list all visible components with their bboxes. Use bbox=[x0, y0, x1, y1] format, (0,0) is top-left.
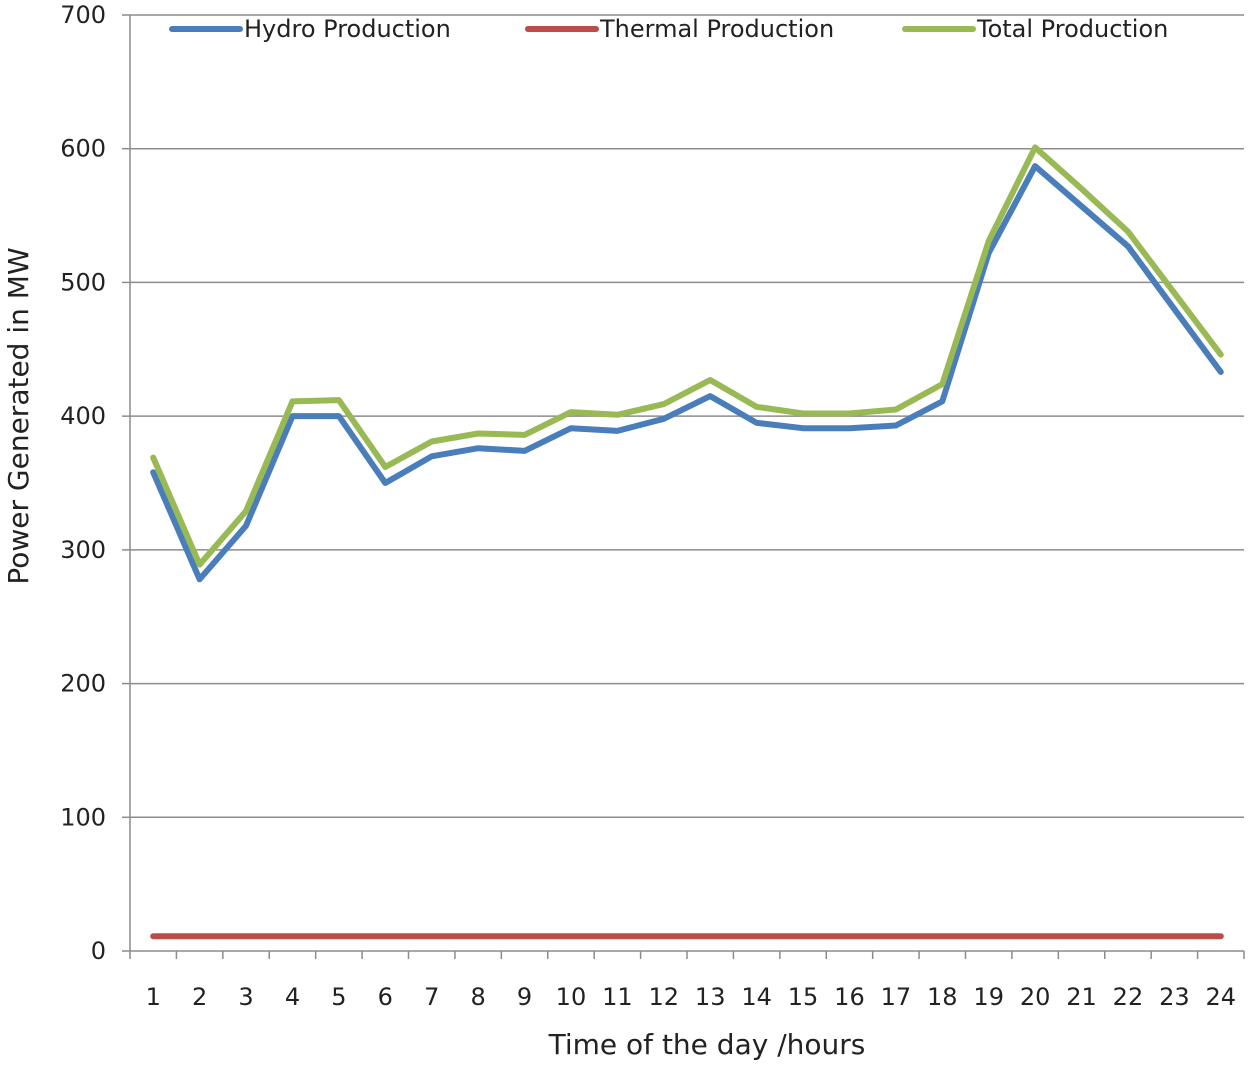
x-tick-label: 9 bbox=[517, 983, 532, 1011]
series-line-total-production bbox=[150, 144, 1224, 568]
x-tick-label: 24 bbox=[1206, 983, 1237, 1011]
x-axis-title: Time of the day /hours bbox=[548, 1028, 866, 1061]
x-tick-label: 5 bbox=[331, 983, 346, 1011]
x-tick-label: 17 bbox=[881, 983, 912, 1011]
x-tick-label: 21 bbox=[1066, 983, 1097, 1011]
x-tick-label: 2 bbox=[192, 983, 207, 1011]
legend-label-total-production: Total Production bbox=[976, 15, 1168, 43]
series-line-hydro-production bbox=[150, 163, 1224, 583]
y-tick-label: 400 bbox=[60, 402, 106, 430]
y-tick-label: 200 bbox=[60, 670, 106, 698]
y-axis-title: Power Generated in MW bbox=[2, 247, 35, 584]
x-tick-label: 14 bbox=[741, 983, 772, 1011]
legend-label-hydro-production: Hydro Production bbox=[244, 15, 451, 43]
x-tick-label: 20 bbox=[1020, 983, 1051, 1011]
y-tick-label: 100 bbox=[60, 803, 106, 831]
x-tick-label: 16 bbox=[834, 983, 865, 1011]
x-tick-label: 10 bbox=[556, 983, 587, 1011]
x-tick-label: 13 bbox=[695, 983, 726, 1011]
x-tick-label: 15 bbox=[788, 983, 819, 1011]
axes bbox=[122, 14, 1245, 959]
x-tick-label: 23 bbox=[1159, 983, 1190, 1011]
x-tick-label: 19 bbox=[973, 983, 1004, 1011]
y-tick-label: 700 bbox=[60, 1, 106, 29]
x-tick-label: 8 bbox=[470, 983, 485, 1011]
legend: Hydro Production Thermal Production Total … bbox=[169, 15, 1168, 43]
y-tick-label: 0 bbox=[91, 937, 106, 965]
legend-label-thermal-production: Thermal Production bbox=[599, 15, 834, 43]
x-tick-label: 6 bbox=[378, 983, 393, 1011]
x-tick-label: 7 bbox=[424, 983, 439, 1011]
x-tick-labels: 1 2 3 4 5 6 7 8 9 10 11 12 13 14 15 16 17 18 19 20 21 22 23 24 bbox=[146, 983, 1236, 1011]
y-tick-label: 600 bbox=[60, 135, 106, 163]
y-tick-labels: 0 100 200 300 400 500 600 700 bbox=[60, 1, 106, 965]
x-tick-label: 4 bbox=[285, 983, 300, 1011]
series-lines bbox=[150, 144, 1224, 940]
x-tick-label: 12 bbox=[649, 983, 680, 1011]
y-tick-label: 500 bbox=[60, 268, 106, 296]
y-tick-label: 300 bbox=[60, 536, 106, 564]
x-tick-label: 18 bbox=[927, 983, 958, 1011]
x-tick-label: 1 bbox=[146, 983, 161, 1011]
x-tick-label: 11 bbox=[602, 983, 633, 1011]
x-tick-label: 3 bbox=[238, 983, 253, 1011]
x-tick-label: 22 bbox=[1113, 983, 1144, 1011]
